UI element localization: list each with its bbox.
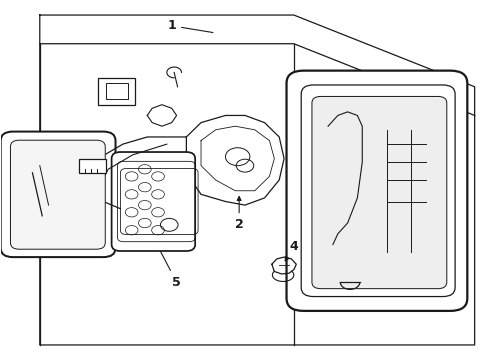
- FancyBboxPatch shape: [287, 71, 467, 311]
- FancyBboxPatch shape: [0, 132, 116, 257]
- Text: 3: 3: [23, 143, 46, 157]
- FancyBboxPatch shape: [312, 96, 447, 289]
- Bar: [79, 159, 106, 173]
- Bar: [106, 83, 128, 99]
- Text: 4: 4: [285, 240, 298, 261]
- Text: 5: 5: [155, 241, 181, 289]
- FancyBboxPatch shape: [10, 140, 105, 249]
- Text: 2: 2: [235, 197, 244, 231]
- FancyBboxPatch shape: [112, 152, 195, 251]
- Bar: [98, 78, 135, 105]
- Text: 1: 1: [167, 19, 213, 32]
- FancyBboxPatch shape: [301, 85, 455, 297]
